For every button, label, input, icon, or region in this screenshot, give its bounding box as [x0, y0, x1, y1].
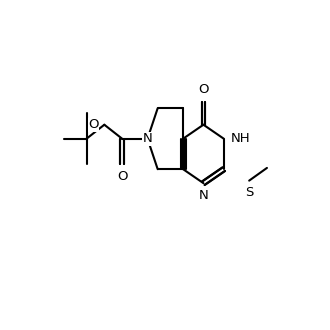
Text: O: O	[117, 170, 127, 183]
Text: O: O	[198, 83, 209, 96]
Text: N: N	[143, 132, 152, 145]
Text: N: N	[199, 189, 208, 202]
Text: O: O	[88, 118, 99, 131]
Text: NH: NH	[231, 132, 250, 145]
Text: S: S	[245, 186, 253, 199]
